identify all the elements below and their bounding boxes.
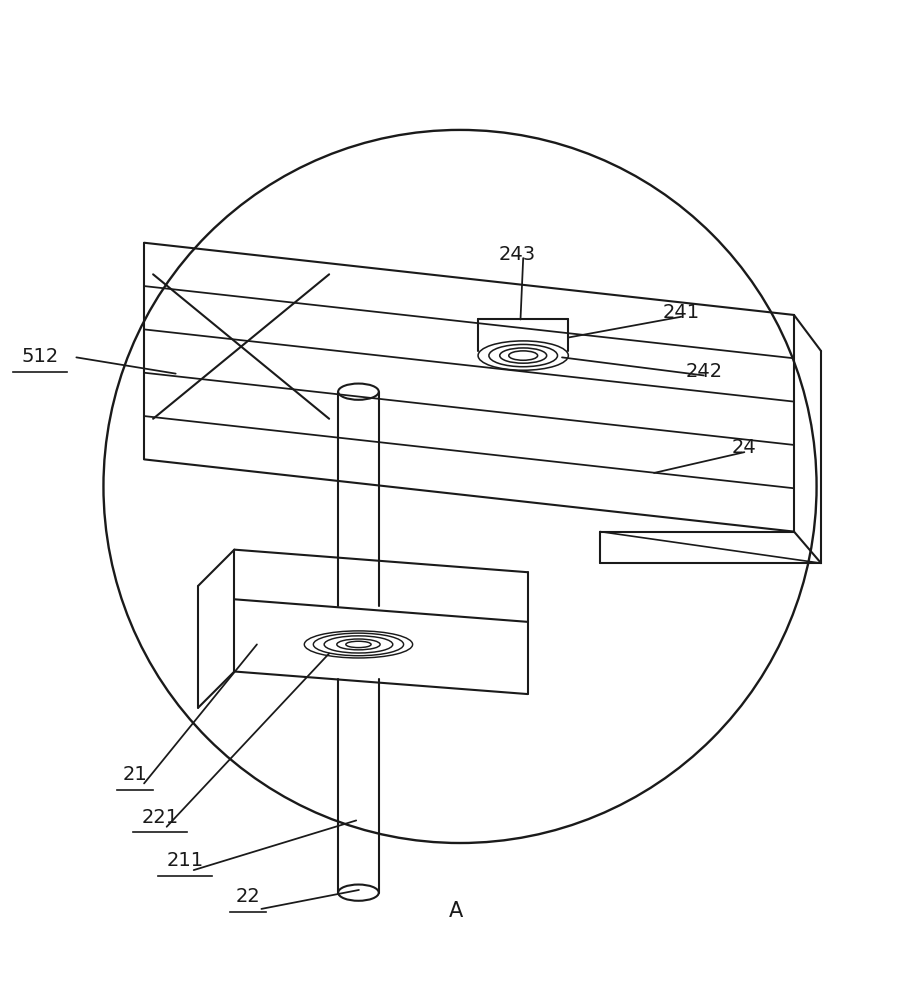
Text: 241: 241 — [662, 303, 700, 322]
Text: 242: 242 — [685, 362, 722, 381]
Text: 221: 221 — [142, 808, 179, 827]
Text: 22: 22 — [236, 887, 261, 906]
Text: 211: 211 — [166, 851, 203, 870]
Text: 24: 24 — [732, 438, 757, 457]
Text: 21: 21 — [123, 765, 148, 784]
Text: 243: 243 — [498, 245, 536, 264]
Text: 512: 512 — [22, 347, 59, 366]
Text: A: A — [448, 901, 463, 921]
